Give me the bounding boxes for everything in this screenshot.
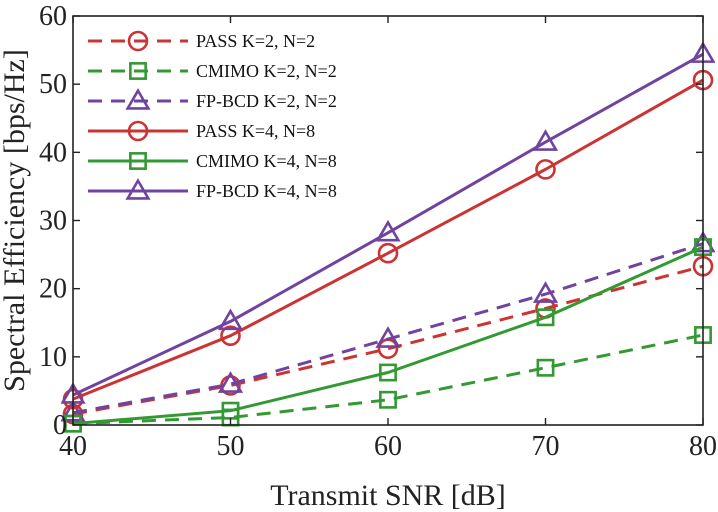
y-axis-title: Spectral Efficiency [bps/Hz]: [0, 49, 31, 392]
axes-layer: 40 50 60 70 80 0 10 20 30 40 50 60: [39, 1, 717, 462]
y-tick-label: 0: [53, 410, 67, 441]
legend-marker: [125, 88, 151, 110]
legend-label: FP-BCD K=2, N=2: [196, 91, 337, 111]
data-point: [536, 308, 555, 327]
x-tick-label: 40: [59, 431, 87, 462]
series-6: [61, 41, 715, 404]
data-point: [535, 159, 556, 180]
data-point: [536, 358, 555, 377]
y-tick-label: 60: [39, 1, 67, 32]
legend-marker: [127, 30, 149, 52]
legend-label: CMIMO K=4, N=8: [196, 151, 337, 171]
legend-marker: [129, 62, 147, 80]
series-line: [72, 78, 704, 401]
legend-label: PASS K=2, N=2: [196, 31, 315, 51]
legend-label: PASS K=4, N=8: [196, 121, 315, 141]
series-line: [72, 52, 704, 397]
y-tick-label: 10: [39, 342, 67, 373]
series-layer: [61, 41, 715, 433]
legend-item: FP-BCD K=4, N=8: [88, 178, 337, 201]
series-3: [61, 230, 715, 422]
legend-item: FP-BCD K=2, N=2: [88, 88, 337, 111]
legend-item: CMIMO K=2, N=2: [88, 61, 337, 81]
legend-item: PASS K=4, N=8: [88, 120, 315, 142]
data-point: [532, 129, 559, 151]
data-point: [379, 363, 397, 382]
y-tick-label: 20: [39, 274, 67, 305]
legend-label: CMIMO K=2, N=2: [196, 61, 337, 81]
data-point: [377, 242, 399, 264]
x-tick-label: 80: [689, 431, 717, 462]
data-point: [375, 326, 401, 348]
x-axis-title: Transmit SNR [dB]: [270, 479, 506, 512]
series-line: [72, 245, 704, 426]
y-tick-label: 50: [39, 69, 67, 100]
legend-marker: [129, 152, 147, 170]
data-point: [375, 219, 401, 242]
data-point: [220, 325, 241, 347]
data-point: [532, 281, 559, 303]
legend-item: CMIMO K=4, N=8: [88, 151, 337, 171]
x-tick-label: 70: [532, 431, 560, 462]
y-tick-label: 40: [39, 137, 67, 168]
legend-marker: [125, 178, 151, 200]
legend-label: FP-BCD K=4, N=8: [196, 181, 337, 201]
legend: PASS K=2, N=2 CMIMO K=2, N=2 FP-BCD K=2, N…: [88, 30, 337, 201]
data-point: [217, 371, 244, 393]
data-point: [217, 308, 244, 331]
series-line: [72, 242, 704, 415]
x-tick-label: 50: [217, 431, 245, 462]
legend-item: PASS K=2, N=2: [88, 30, 315, 52]
series-line: [72, 333, 704, 426]
data-point: [379, 390, 397, 409]
legend-marker: [127, 120, 149, 142]
y-tick-label: 30: [39, 206, 67, 237]
x-tick-label: 60: [374, 431, 402, 462]
